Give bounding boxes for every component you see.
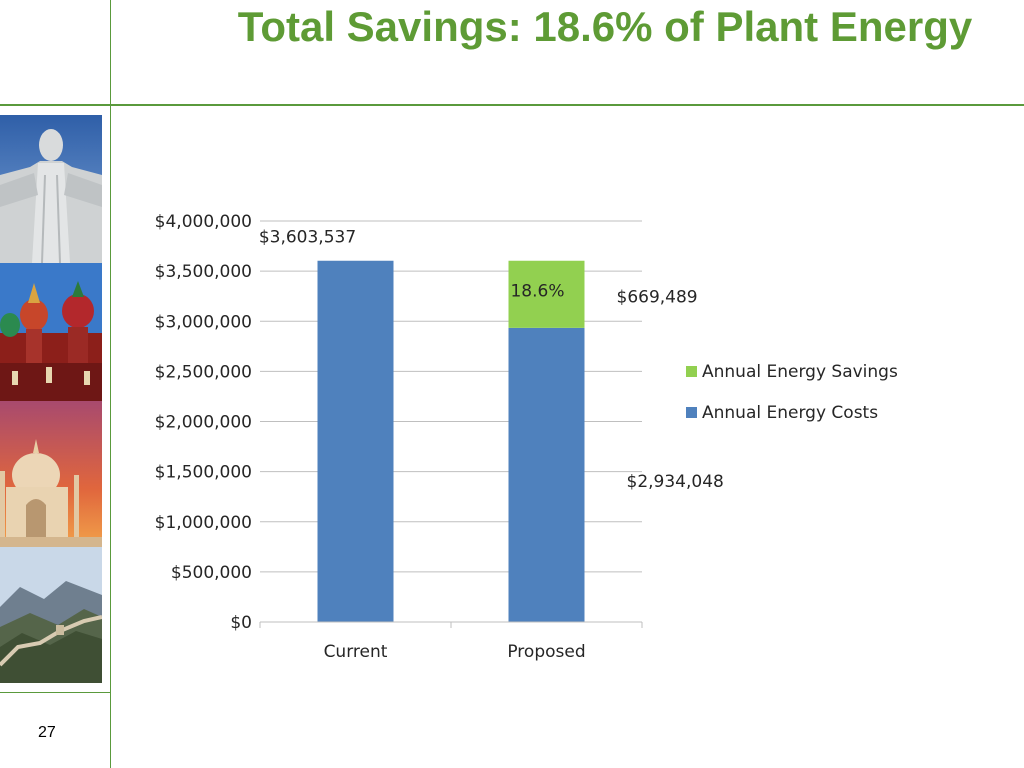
- data-label-proposed-costs: $2,934,048: [627, 472, 724, 492]
- chart-legend: Annual Energy Savings Annual Energy Costs: [686, 362, 898, 423]
- data-label-savings-amount: $669,489: [617, 287, 698, 307]
- christ-redeemer-photo: [0, 115, 102, 263]
- page-number: 27: [38, 724, 56, 741]
- savings-bar-chart: $0 $500,000 $1,000,000 $1,500,000 $2,000,000…: [155, 212, 898, 662]
- y-tick-label: $500,000: [171, 563, 252, 583]
- y-tick-label: $4,000,000: [155, 212, 252, 232]
- data-labels: $3,603,537 18.6% $669,489 $2,934,048: [259, 228, 724, 492]
- taj-mahal-photo: [0, 401, 102, 547]
- y-tick-label: $3,500,000: [155, 262, 252, 282]
- data-label-savings-percent: 18.6%: [510, 281, 564, 301]
- chart-gridlines: [260, 220, 642, 573]
- y-tick-label: $1,000,000: [155, 513, 252, 533]
- x-axis-labels: Current Proposed: [259, 622, 643, 662]
- legend-label: Annual Energy Costs: [702, 403, 878, 423]
- bar-annual-energy-costs-proposed: [508, 327, 585, 622]
- y-tick-label: $2,500,000: [155, 362, 252, 382]
- x-category-label: Proposed: [507, 642, 585, 662]
- y-axis-tick-labels: $0 $500,000 $1,000,000 $1,500,000 $2,000,000…: [155, 212, 252, 633]
- bar-annual-energy-costs-current: [317, 260, 394, 622]
- y-tick-label: $1,500,000: [155, 463, 252, 483]
- legend-swatch: [686, 407, 697, 418]
- data-label-current-total: $3,603,537: [259, 228, 356, 248]
- slide-title: Total Savings: 18.6% of Plant Energy: [237, 3, 973, 50]
- vertical-divider-line: [110, 0, 111, 768]
- y-tick-label: $0: [230, 613, 252, 633]
- title-divider-line: [0, 104, 1024, 106]
- x-category-label: Current: [324, 642, 388, 662]
- bar-annual-energy-savings-proposed: [508, 260, 585, 328]
- st-basil-cathedral-photo: [0, 263, 102, 401]
- footer-divider-line: [0, 692, 110, 693]
- y-tick-label: $2,000,000: [155, 413, 252, 433]
- great-wall-photo: [0, 547, 102, 683]
- y-tick-label: $3,000,000: [155, 312, 252, 332]
- legend-label: Annual Energy Savings: [702, 362, 898, 382]
- chart-bars: [317, 260, 585, 622]
- landmark-photo-strip: [0, 115, 102, 683]
- legend-swatch: [686, 366, 697, 377]
